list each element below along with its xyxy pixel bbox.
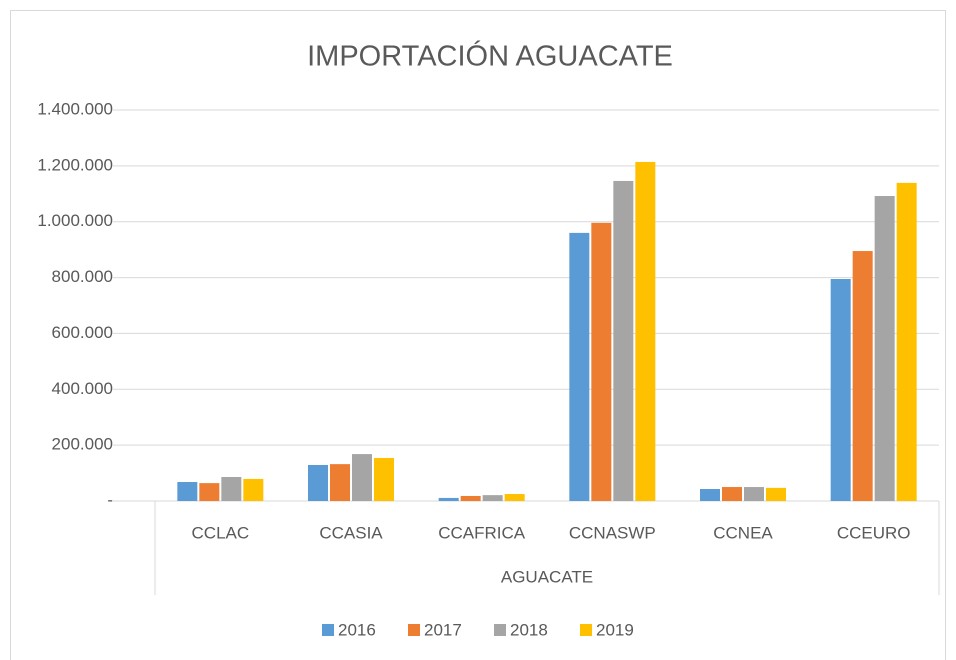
x-tick-label: CCNEA [713, 523, 773, 542]
y-tick-label: 1.200.000 [37, 155, 113, 174]
x-tick-label: CCLAC [192, 523, 250, 542]
bar [635, 161, 656, 501]
bar [744, 487, 764, 501]
bar [243, 478, 264, 501]
x-tick-label: CCNASWP [569, 523, 656, 542]
y-tick-label: 200.000 [52, 435, 113, 454]
y-tick-label: 800.000 [52, 267, 113, 286]
legend-label: 2016 [338, 620, 376, 639]
bar [352, 454, 372, 501]
y-tick-label: 600.000 [52, 323, 113, 342]
bar [874, 196, 895, 501]
bar [722, 487, 742, 501]
bar [177, 482, 198, 501]
y-tick-label: 1.400.000 [37, 99, 113, 118]
bar [896, 182, 917, 502]
bar [374, 457, 394, 501]
bar [460, 495, 481, 501]
legend-swatch [408, 624, 420, 636]
bar [852, 251, 873, 501]
x-tick-label: CCAFRICA [438, 523, 526, 542]
bar [591, 222, 612, 501]
legend-swatch [322, 624, 334, 636]
bar [830, 278, 851, 501]
bar [613, 180, 634, 501]
legend-label: 2017 [424, 620, 462, 639]
bar [700, 488, 720, 501]
y-tick-label: 1.000.000 [37, 211, 113, 230]
y-tick-label: 400.000 [52, 379, 113, 398]
x-tick-label: CCASIA [319, 523, 383, 542]
chart-title: IMPORTACIÓN AGUACATE [307, 40, 673, 73]
bar [504, 494, 525, 501]
legend-label: 2019 [596, 620, 634, 639]
legend-label: 2018 [510, 620, 548, 639]
bar [438, 497, 459, 501]
chart-border [10, 10, 946, 660]
x-group-label: AGUACATE [501, 567, 593, 586]
bar [482, 495, 503, 501]
bar [308, 464, 328, 501]
legend-swatch [580, 624, 592, 636]
bar [569, 232, 590, 501]
y-tick-label: - [107, 490, 113, 509]
bar [221, 476, 242, 501]
legend-swatch [494, 624, 506, 636]
bar [330, 464, 350, 501]
x-tick-label: CCEURO [837, 523, 911, 542]
bar [199, 483, 220, 501]
bar [766, 487, 786, 501]
